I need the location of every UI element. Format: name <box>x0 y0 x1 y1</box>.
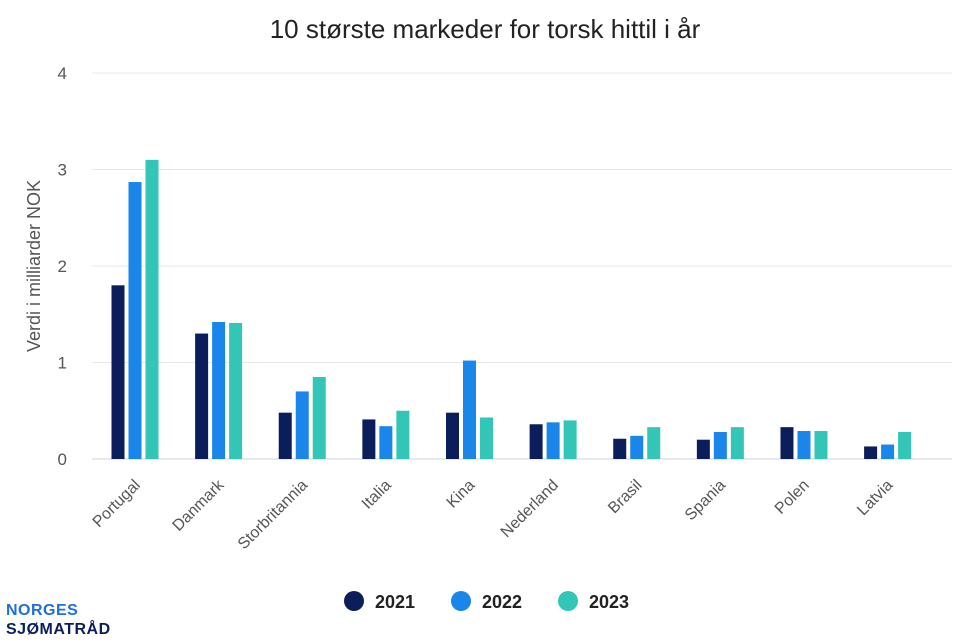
bar-2022-latvia <box>881 444 895 459</box>
y-tick-label: 3 <box>58 161 67 180</box>
x-axis-ticks: Portugal Danmark Storbritannia Italia Kina Ne… <box>90 476 897 553</box>
bar-2023-brasil <box>647 427 661 459</box>
bar-2021-portugal <box>111 285 125 459</box>
bar-2022-danmark <box>212 321 226 459</box>
bar-2021-italia <box>362 419 376 459</box>
x-tick-label: Nederland <box>498 477 562 541</box>
legend-marker-2023 <box>558 591 578 611</box>
legend-label-2021: 2021 <box>375 592 415 612</box>
y-tick-label: 1 <box>58 354 67 373</box>
bar-2023-danmark <box>229 322 243 459</box>
norges-sjomatrad-logo: NORGES SJØMATRÅD <box>6 601 111 639</box>
x-tick-label: Spania <box>682 477 729 524</box>
x-tick-label: Brasil <box>605 477 645 517</box>
bar-2022-nederland <box>546 422 560 459</box>
y-tick-label: 0 <box>58 450 67 469</box>
bar-2022-italia <box>379 426 393 459</box>
y-axis-label: Verdi i milliarder NOK <box>24 180 44 352</box>
bar-2023-storbritannia <box>312 376 326 459</box>
bar-2023-polen <box>814 431 828 459</box>
bar-2022-storbritannia <box>295 391 309 459</box>
legend-label-2022: 2022 <box>482 592 522 612</box>
bar-2021-storbritannia <box>278 412 292 459</box>
bar-2021-kina <box>445 412 459 459</box>
x-tick-label: Storbritannia <box>235 477 311 553</box>
bars <box>111 159 912 460</box>
x-tick-label: Kina <box>444 477 479 512</box>
logo-line-1: NORGES <box>6 602 79 619</box>
bar-2023-portugal <box>145 159 159 459</box>
legend-label-2023: 2023 <box>589 592 629 612</box>
bar-2021-brasil <box>613 438 627 459</box>
legend-marker-2021 <box>344 591 364 611</box>
bar-2022-polen <box>797 431 811 459</box>
bar-2021-polen <box>780 427 794 459</box>
logo-line-2: SJØMATRÅD <box>6 621 111 638</box>
bar-2021-danmark <box>195 333 209 459</box>
bar-2022-kina <box>462 360 476 459</box>
x-tick-label: Polen <box>772 477 813 518</box>
legend: 2021 2022 2023 <box>344 591 629 612</box>
bar-2023-nederland <box>563 420 577 459</box>
bar-2023-spania <box>730 427 744 459</box>
legend-marker-2022 <box>451 591 471 611</box>
bar-2023-italia <box>396 410 410 459</box>
bar-2022-portugal <box>128 182 142 460</box>
bar-2023-kina <box>479 417 493 459</box>
x-tick-label: Latvia <box>854 477 896 519</box>
bar-2021-spania <box>696 439 710 459</box>
bar-2023-latvia <box>898 431 912 459</box>
x-tick-label: Italia <box>359 477 395 513</box>
chart-title: 10 største markeder for torsk hittil i å… <box>270 14 701 44</box>
x-tick-label: Portugal <box>90 477 144 531</box>
x-tick-label: Danmark <box>170 476 229 535</box>
y-tick-label: 4 <box>58 64 67 83</box>
bar-2022-brasil <box>630 435 644 459</box>
y-tick-label: 2 <box>58 257 67 276</box>
bar-2022-spania <box>713 431 727 459</box>
y-axis-ticks: 0 1 2 3 4 <box>58 64 67 469</box>
bar-2021-nederland <box>529 424 543 459</box>
bar-2021-latvia <box>864 446 878 459</box>
